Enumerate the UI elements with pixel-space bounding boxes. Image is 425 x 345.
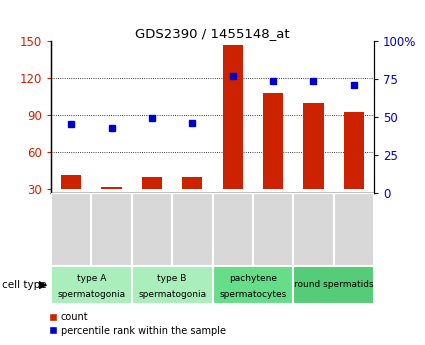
Bar [132, 193, 172, 266]
Bar [293, 266, 374, 304]
Text: spermatogonia: spermatogonia [138, 289, 206, 299]
Bar [172, 193, 212, 266]
Text: type B: type B [157, 274, 187, 284]
Bar [212, 266, 293, 304]
Bar [253, 193, 293, 266]
Bar [142, 177, 162, 189]
Text: spermatocytes: spermatocytes [219, 289, 286, 299]
Text: round spermatids: round spermatids [294, 280, 374, 289]
Bar [51, 266, 132, 304]
Bar [91, 193, 132, 266]
Text: ▶: ▶ [39, 280, 48, 289]
Legend: count, percentile rank within the sample: count, percentile rank within the sample [47, 310, 228, 338]
Title: GDS2390 / 1455148_at: GDS2390 / 1455148_at [135, 27, 290, 40]
Text: pachytene: pachytene [229, 274, 277, 284]
Bar [182, 177, 202, 189]
Bar [303, 103, 323, 189]
Bar [223, 45, 243, 189]
Bar [334, 193, 374, 266]
Bar [263, 93, 283, 189]
Bar [61, 175, 81, 189]
Bar [293, 193, 334, 266]
Bar [51, 193, 91, 266]
Text: type A: type A [76, 274, 106, 284]
Bar [212, 193, 253, 266]
Bar [132, 266, 212, 304]
Text: cell type: cell type [2, 280, 47, 289]
Bar [102, 187, 122, 189]
Bar [344, 112, 364, 189]
Text: spermatogonia: spermatogonia [57, 289, 125, 299]
